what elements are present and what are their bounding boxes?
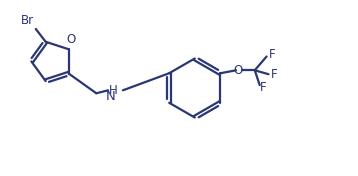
Text: O: O bbox=[233, 64, 243, 77]
Text: Br: Br bbox=[21, 14, 34, 27]
Text: F: F bbox=[260, 81, 266, 95]
Text: O: O bbox=[66, 33, 75, 46]
Text: N: N bbox=[106, 90, 115, 103]
Text: H: H bbox=[109, 84, 118, 97]
Text: F: F bbox=[271, 68, 277, 81]
Text: F: F bbox=[268, 48, 275, 61]
